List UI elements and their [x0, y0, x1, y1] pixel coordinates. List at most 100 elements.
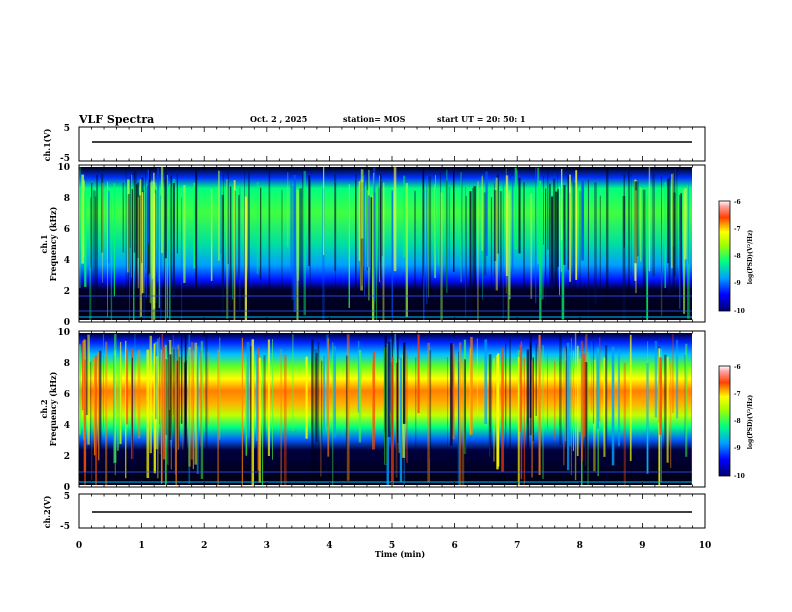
spectrogram-stripe — [149, 335, 152, 454]
ch1-ytick-top: 5 — [64, 124, 70, 134]
spectrogram-stripe — [496, 174, 499, 254]
spectrogram-stripe — [483, 192, 487, 276]
spectrogram-stripe — [155, 356, 159, 450]
spectrogram-stripe — [379, 185, 382, 262]
spectrogram-stripe — [523, 358, 526, 485]
spectrogram-stripe — [135, 184, 138, 313]
spectrogram-stripe — [373, 167, 376, 302]
spectrogram-stripe — [164, 167, 167, 259]
spectrogram-stripe — [446, 169, 448, 293]
spectrogram-stripe — [484, 339, 488, 425]
spectrogram-stripe — [256, 181, 259, 275]
spectrogram-stripe — [93, 190, 96, 310]
spectrogram-stripe — [90, 197, 92, 268]
spectrogram-stripe — [317, 342, 320, 454]
spectrogram-stripe — [91, 360, 93, 480]
spectrogram-stripe — [334, 183, 336, 301]
x-tick-label: 10 — [699, 541, 712, 551]
spectrogram-stripe — [308, 175, 311, 266]
spectrogram-stripe — [622, 195, 626, 320]
spectrogram-stripe — [384, 336, 387, 465]
spectrogram-stripe — [417, 334, 420, 414]
spectrogram-stripe — [567, 174, 569, 270]
spectrogram-stripe — [332, 342, 334, 485]
spectrogram-stripe — [360, 180, 362, 320]
spectrogram-stripe — [175, 362, 177, 485]
spectrogram-stripe — [514, 167, 518, 250]
spectrogram-stripe — [268, 167, 271, 290]
spectrogram-stripe — [193, 182, 196, 269]
spectrogram-stripe — [394, 333, 396, 418]
spectrogram-stripe — [670, 362, 672, 468]
spectrogram-stripe — [89, 361, 91, 451]
cb1-tick-0: -6 — [734, 199, 741, 206]
spectrogram-stripe — [543, 175, 544, 245]
spectrogram-stripe — [402, 342, 406, 424]
spectrogram-stripe — [79, 344, 81, 435]
x-tick-label: 4 — [326, 541, 332, 551]
header-station: station= MOS — [343, 114, 406, 124]
spectrogram-stripe — [95, 196, 97, 303]
spectrogram-stripe — [303, 171, 306, 316]
spectrogram-stripe — [218, 337, 221, 440]
spectrogram-stripe — [460, 172, 462, 283]
spectrogram-stripe — [158, 190, 161, 309]
spectrogram-stripe — [664, 182, 666, 288]
ch2-ftick-6: 6 — [64, 390, 70, 400]
spectrogram-stripe — [666, 356, 669, 463]
ch1-ftick-6: 6 — [64, 225, 70, 235]
spectrogram-stripe — [505, 175, 509, 277]
spectrogram-stripe — [685, 343, 688, 457]
spectrogram-stripe — [379, 175, 381, 283]
spectrogram-stripe — [399, 357, 403, 483]
spectrogram-stripe — [290, 182, 292, 271]
spectrogram-stripe — [84, 189, 87, 287]
spectrogram-stripe — [683, 189, 686, 314]
spectrogram-stripe — [671, 174, 674, 269]
spectrogram-stripe — [176, 173, 178, 254]
spectrogram-stripe — [141, 192, 145, 294]
cb1-tick-1: -7 — [734, 226, 741, 233]
cb2-tick-1: -7 — [734, 391, 741, 398]
spectrogram-stripe — [582, 353, 586, 437]
spectrogram-stripe — [596, 347, 599, 429]
spectrogram-stripe — [311, 339, 314, 473]
spectrogram-stripe — [578, 358, 581, 432]
spectrogram-stripe — [170, 175, 172, 320]
spectrogram-stripe — [464, 187, 467, 318]
header-start-time: start UT = 20: 50: 1 — [437, 114, 526, 124]
spectrogram-stripe — [102, 182, 103, 283]
spectrogram-stripe — [160, 349, 163, 484]
ch1-voltage-label: ch.1(V) — [42, 128, 52, 161]
spectrogram-stripe — [382, 182, 385, 320]
spectrogram-stripe — [381, 181, 383, 257]
spectrogram-stripe — [327, 338, 330, 457]
spectrogram-stripe — [346, 334, 350, 481]
spectrogram-stripe — [355, 179, 356, 306]
spectrogram-stripe — [96, 174, 99, 302]
spectrogram-stripe — [284, 354, 287, 485]
spectrogram-stripe — [160, 193, 162, 318]
spectrogram-stripe — [630, 173, 632, 276]
spectrogram-stripe — [107, 181, 108, 318]
spectrogram-stripe — [493, 190, 497, 262]
spectrogram-stripe — [91, 183, 93, 320]
spectrogram-stripe — [648, 167, 651, 272]
spectrogram-stripe — [233, 180, 236, 320]
spectrogram-stripe — [517, 357, 520, 485]
spectrogram-stripe — [164, 179, 166, 320]
spectrogram-stripe — [551, 196, 554, 286]
spectrogram-stripe — [267, 339, 271, 457]
spectrogram-stripe — [423, 189, 425, 320]
cb2-tick-2: -8 — [734, 418, 741, 425]
spectrogram-stripe — [139, 179, 143, 318]
spectrogram-stripe — [358, 350, 362, 443]
ch1-ftick-10: 10 — [57, 163, 70, 173]
spectrogram-stripe — [372, 361, 374, 450]
spectrogram-stripe — [257, 347, 259, 471]
x-tick-label: 8 — [577, 541, 583, 551]
spectrogram-stripe — [357, 341, 360, 413]
spectrogram-stripe — [299, 188, 303, 293]
spectrogram-stripe — [158, 336, 160, 425]
